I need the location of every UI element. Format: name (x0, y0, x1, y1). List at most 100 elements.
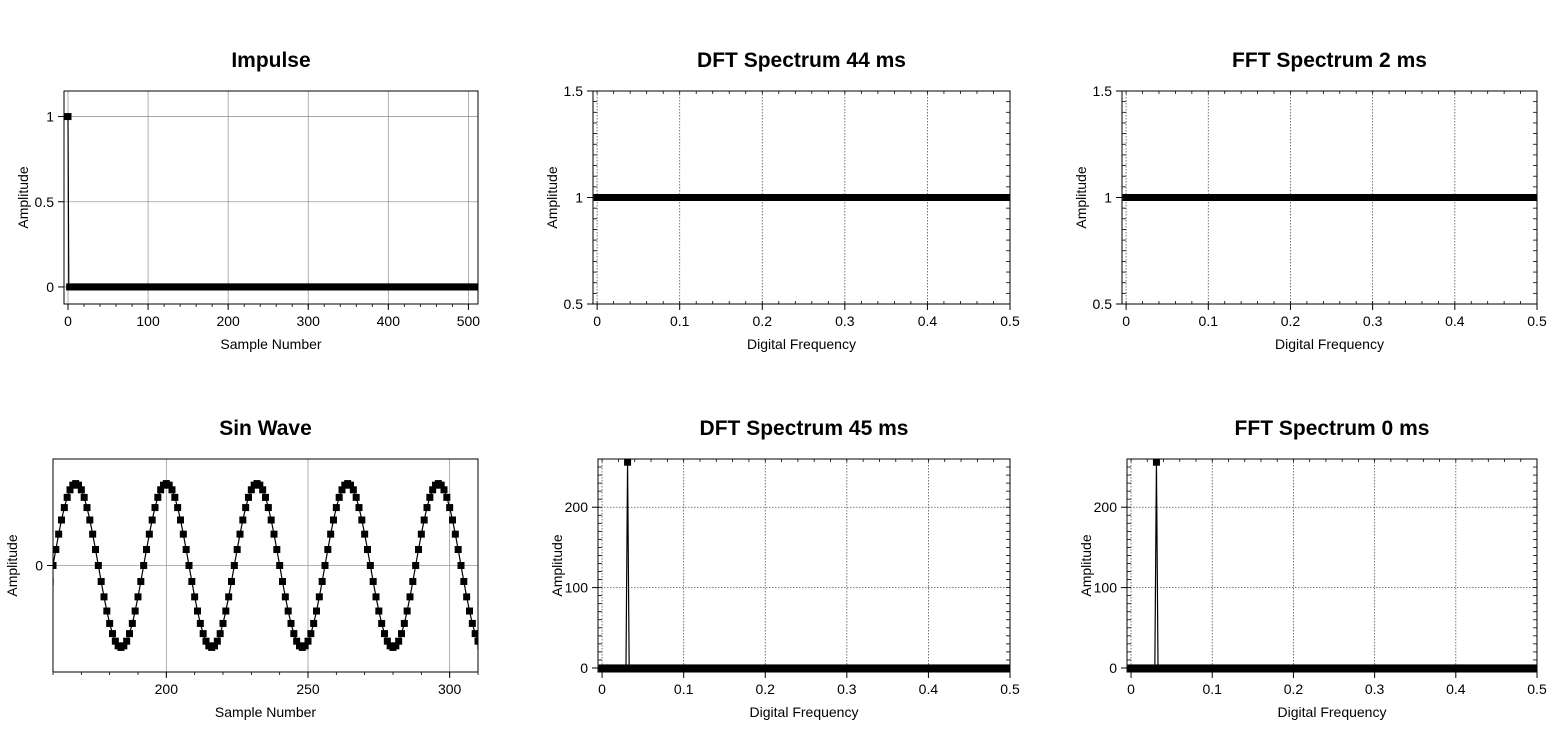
series-line (1131, 462, 1537, 669)
data-point (128, 619, 136, 627)
data-point (202, 637, 210, 645)
data-point (211, 642, 218, 650)
data-point (372, 593, 380, 601)
data-point (66, 486, 74, 494)
data-point (290, 630, 298, 638)
x-tick-label: 0.4 (1445, 313, 1465, 329)
y-tick-label: 1 (1104, 190, 1112, 206)
data-point (437, 481, 445, 489)
data-point (460, 577, 468, 585)
x-tick-label: 0.3 (1363, 313, 1383, 329)
data-point (358, 516, 366, 524)
x-tick-label: 0.3 (835, 313, 855, 329)
data-point (120, 642, 128, 650)
data-point (219, 619, 227, 627)
data-point (443, 493, 451, 501)
data-point (381, 630, 388, 638)
data-point (123, 637, 131, 645)
series-group (1127, 459, 1537, 672)
data-point (80, 493, 88, 501)
data-point (242, 504, 250, 512)
y-tick-label: 1.5 (1093, 83, 1113, 99)
data-point (233, 546, 241, 554)
data-point (262, 493, 269, 501)
data-point (185, 562, 193, 569)
x-tick-label: 0.3 (1365, 681, 1385, 697)
series-group (598, 459, 1010, 672)
data-point (355, 504, 363, 512)
x-tick-label: 0.1 (1203, 681, 1223, 697)
data-point (199, 630, 207, 638)
chart-title: Sin Wave (219, 417, 312, 440)
y-axis-label: Amplitude (549, 534, 565, 596)
data-point (1006, 194, 1010, 201)
data-point (188, 577, 196, 585)
data-point (474, 637, 478, 645)
x-axis-label: Digital Frequency (1275, 336, 1384, 352)
x-tick-label: 500 (457, 313, 481, 329)
data-point (55, 530, 63, 538)
data-point (395, 637, 403, 645)
data-point (281, 593, 289, 601)
x-tick-label: 0.4 (919, 681, 939, 697)
data-point (383, 637, 391, 645)
data-point (191, 593, 199, 601)
x-tick-label: 0.2 (1281, 313, 1301, 329)
y-axis-label: Amplitude (1078, 534, 1094, 596)
y-tick-label: 0 (35, 558, 43, 574)
chart-title: DFT Spectrum 45 ms (700, 417, 909, 440)
data-point (58, 516, 65, 524)
data-point (449, 516, 456, 524)
data-point (256, 481, 264, 489)
data-point (400, 619, 408, 627)
data-point (468, 619, 476, 627)
data-point (177, 516, 184, 524)
data-point (236, 530, 244, 538)
data-point (457, 562, 465, 569)
data-point (97, 577, 105, 585)
y-tick-label: 200 (565, 499, 589, 515)
data-point (361, 530, 369, 538)
x-tick-label: 0.2 (1284, 681, 1304, 697)
x-tick-label: 200 (216, 313, 240, 329)
data-point (352, 493, 360, 501)
data-point (420, 516, 428, 524)
data-point (239, 516, 247, 524)
data-point (426, 493, 434, 501)
chart-title: FFT Spectrum 2 ms (1232, 49, 1427, 72)
data-point (378, 619, 386, 627)
data-point (446, 504, 454, 512)
data-point (375, 607, 383, 615)
data-point (194, 607, 201, 615)
data-point (92, 546, 99, 554)
data-point (216, 630, 224, 638)
y-tick-label: 0 (46, 279, 54, 295)
x-tick-label: 0.5 (1000, 313, 1020, 329)
x-tick-label: 0.2 (756, 681, 776, 697)
series-group (1122, 194, 1537, 201)
data-point (64, 113, 72, 121)
data-point (259, 486, 267, 494)
data-point (369, 577, 377, 585)
data-point (145, 530, 153, 538)
data-point (106, 619, 114, 627)
data-point (157, 486, 165, 494)
x-tick-label: 0.1 (1199, 313, 1219, 329)
data-point (304, 637, 312, 645)
data-point (1152, 459, 1160, 466)
chart-3: FFT Spectrum 2 ms 0 0.1 0.2 0.3 0.4 0.5 0.5 1 1.5… (1073, 49, 1547, 352)
y-tick-label: 0.5 (35, 194, 55, 210)
data-point (94, 562, 102, 569)
data-point (276, 562, 284, 569)
data-point (143, 546, 150, 554)
series-line (602, 462, 1010, 669)
data-point (83, 504, 91, 512)
chart-title: Impulse (231, 49, 310, 72)
y-tick-label: 200 (1094, 499, 1118, 515)
data-point (100, 593, 108, 601)
data-point (53, 546, 60, 554)
data-point (247, 486, 255, 494)
data-point (301, 642, 309, 650)
x-axis-label: Digital Frequency (1278, 704, 1387, 720)
x-tick-label: 0.1 (674, 681, 694, 697)
